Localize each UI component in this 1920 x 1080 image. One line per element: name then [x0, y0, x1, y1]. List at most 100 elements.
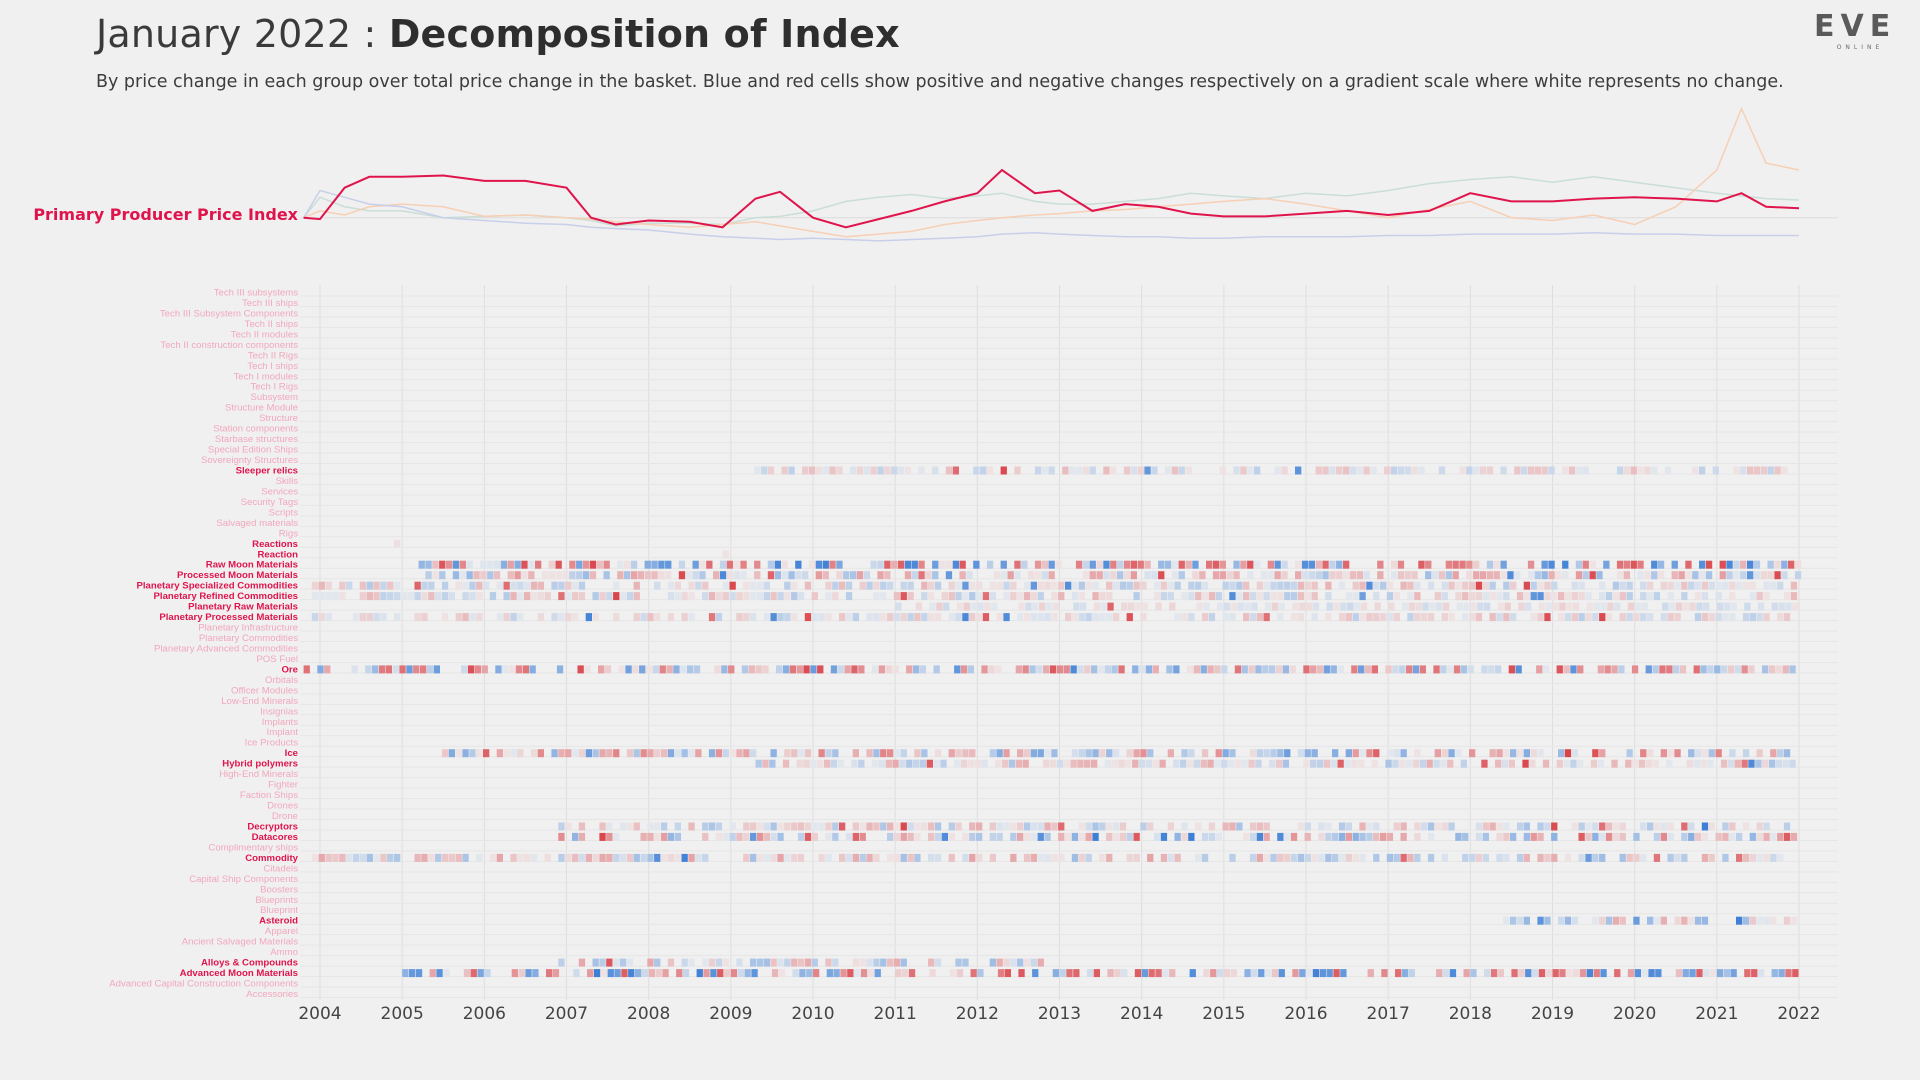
heatmap-cell: [887, 613, 894, 622]
heatmap-cell: [1466, 466, 1473, 475]
heatmap-cell: [1503, 832, 1510, 841]
heatmap-cell: [1586, 969, 1593, 978]
heatmap-cell: [476, 749, 483, 758]
row-label: Apparel: [265, 926, 298, 937]
heatmap-cell: [1132, 759, 1139, 768]
heatmap-cell: [967, 665, 974, 674]
heatmap-cell: [577, 665, 584, 674]
row-label: Ice: [285, 748, 298, 759]
heatmap-cell: [743, 581, 750, 590]
heatmap-cell: [1058, 822, 1065, 831]
heatmap-cell: [599, 749, 606, 758]
heatmap-cell: [633, 749, 640, 758]
heatmap-cell: [1160, 581, 1168, 590]
heatmap-cell: [1106, 832, 1113, 841]
heatmap-cell: [1032, 969, 1039, 978]
heatmap-cell: [1763, 822, 1770, 831]
heatmap-cell: [541, 571, 549, 580]
heatmap-cell: [1107, 969, 1114, 978]
heatmap-cell: [1778, 602, 1785, 611]
heatmap-cell: [1203, 602, 1210, 611]
heatmap-cell: [729, 749, 736, 758]
heatmap-cell: [970, 602, 977, 611]
heatmap-cell: [751, 969, 758, 978]
heatmap-cell: [1092, 749, 1099, 758]
heatmap-cell: [976, 592, 983, 601]
heatmap-cell: [481, 665, 488, 674]
heatmap-cell: [1685, 560, 1692, 569]
heatmap-cell: [906, 665, 913, 674]
heatmap-cell: [1790, 592, 1798, 601]
heatmap-cell: [743, 832, 750, 841]
heatmap-cell: [832, 581, 839, 590]
heatmap-cell: [1137, 466, 1144, 475]
heatmap-cell: [1790, 832, 1798, 841]
heatmap-cell: [941, 592, 948, 601]
heatmap-cell: [1640, 592, 1647, 601]
heatmap-cell: [695, 749, 702, 758]
heatmap-cell: [1605, 592, 1613, 601]
heatmap-cell: [1336, 466, 1343, 475]
heatmap-cell: [1530, 613, 1537, 622]
heatmap-cell: [1675, 602, 1683, 611]
heatmap-cell: [1219, 560, 1226, 569]
heatmap-cell: [1612, 916, 1620, 925]
heatmap-cell: [1030, 581, 1037, 590]
heatmap-cell: [1181, 749, 1188, 758]
heatmap-cell: [928, 958, 935, 967]
heatmap-cell: [1351, 759, 1358, 768]
heatmap-cell: [778, 969, 786, 978]
heatmap-cell: [1056, 665, 1064, 674]
heatmap-cell: [1256, 832, 1263, 841]
heatmap-cell: [750, 832, 757, 841]
heatmap-cell: [474, 665, 481, 674]
heatmap-cell: [829, 466, 836, 475]
heatmap-cell: [1178, 560, 1185, 569]
heatmap-cell: [715, 832, 723, 841]
heatmap-cell: [1626, 592, 1633, 601]
heatmap-cell: [1768, 665, 1776, 674]
heatmap-cell: [1425, 571, 1432, 580]
x-tick-label: 2022: [1777, 1004, 1820, 1024]
row-label: Blueprints: [255, 895, 298, 906]
heatmap-cell: [791, 749, 798, 758]
heatmap-cell: [1441, 613, 1448, 622]
row-label: Implants: [262, 717, 298, 728]
row-label: Blueprint: [260, 905, 298, 916]
heatmap-cell: [1125, 759, 1132, 768]
heatmap-cell: [1616, 560, 1624, 569]
heatmap-cell: [1645, 665, 1652, 674]
heatmap-cell: [702, 592, 709, 601]
heatmap-cell: [995, 759, 1002, 768]
heatmap-cell: [1078, 832, 1085, 841]
heatmap-cell: [639, 665, 646, 674]
heatmap-cell: [1475, 592, 1483, 601]
heatmap-cell: [996, 613, 1003, 622]
heatmap-cell: [1121, 969, 1128, 978]
heatmap-cell: [1138, 759, 1146, 768]
heatmap-cell: [507, 571, 514, 580]
heatmap-cell: [459, 571, 466, 580]
row-label: Ore: [281, 664, 298, 675]
heatmap-cell: [658, 560, 665, 569]
heatmap-cell: [1295, 571, 1302, 580]
heatmap-cell: [1152, 665, 1159, 674]
heatmap-cell: [635, 969, 642, 978]
row-label: Planetary Commodities: [199, 633, 298, 644]
heatmap-cell: [1600, 969, 1607, 978]
heatmap-cell: [626, 592, 634, 601]
heatmap-cell: [1599, 916, 1606, 925]
heatmap-cell: [441, 581, 449, 590]
heatmap-cell: [1558, 592, 1565, 601]
heatmap-cell: [1188, 749, 1195, 758]
heatmap-cell: [619, 853, 627, 862]
heatmap-cell: [1310, 759, 1317, 768]
heatmap-cell: [1215, 832, 1222, 841]
heatmap-cell: [1017, 822, 1024, 831]
heatmap-cell: [1223, 969, 1231, 978]
heatmap-cell: [1151, 571, 1158, 580]
heatmap-cell: [373, 853, 380, 862]
heatmap-cell: [1508, 665, 1515, 674]
heatmap-cell: [502, 665, 509, 674]
heatmap-cell: [1544, 822, 1551, 831]
